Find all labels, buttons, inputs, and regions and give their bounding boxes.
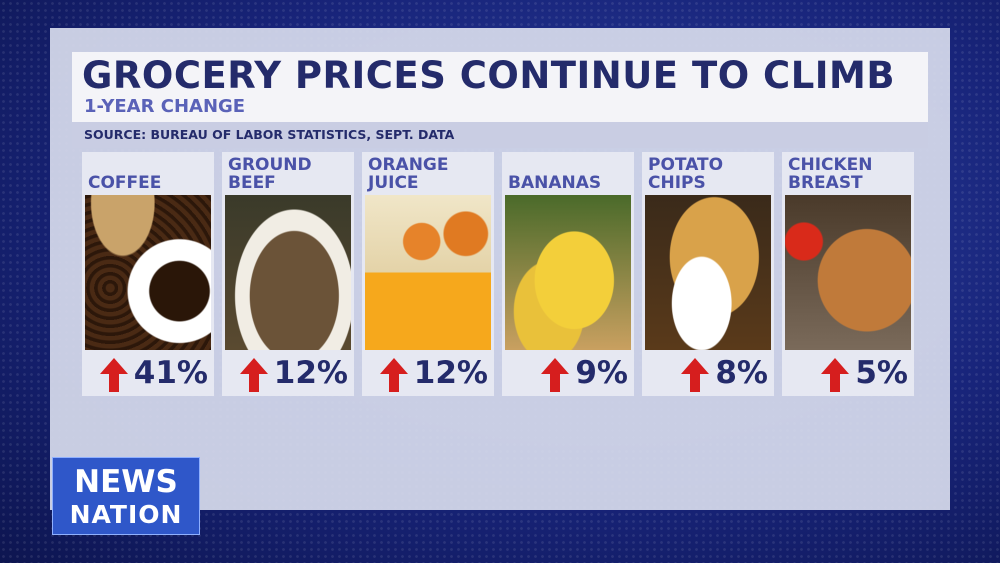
item-name-line: BANANAS xyxy=(508,173,602,193)
item-change: 8% xyxy=(715,355,768,391)
title-bar xyxy=(72,52,928,122)
item-name: CHICKEN BREAST xyxy=(788,156,873,192)
up-arrow xyxy=(99,358,128,392)
item-name-line: GROUND xyxy=(228,155,312,175)
item-change: 12% xyxy=(273,355,348,391)
card: POTATO CHIPS 8% xyxy=(642,152,774,396)
item-name-line: CHIPS xyxy=(648,173,706,193)
arrow-shape xyxy=(99,358,128,392)
item-change: 12% xyxy=(413,355,488,391)
logo-line: NATION xyxy=(69,500,183,529)
item-image xyxy=(85,195,211,350)
arrow-shape xyxy=(239,358,268,392)
item-change: 5% xyxy=(855,355,908,391)
item-image xyxy=(225,195,351,350)
item-image xyxy=(365,195,491,350)
title: GROCERY PRICES CONTINUE TO CLIMB xyxy=(82,54,896,97)
subtitle: 1-YEAR CHANGE xyxy=(84,96,246,117)
item-name: COFFEE xyxy=(88,174,161,192)
arrow-shape xyxy=(681,358,710,392)
up-arrow xyxy=(379,358,408,392)
item-name: ORANGE JUICE xyxy=(368,156,449,192)
item-image xyxy=(785,195,911,350)
card: CHICKEN BREAST 5% xyxy=(782,152,914,396)
card: BANANAS 9% xyxy=(502,152,634,396)
arrow-shape xyxy=(821,358,850,392)
item-image xyxy=(645,195,771,350)
up-arrow xyxy=(821,358,850,392)
source-bar xyxy=(72,122,928,148)
item-name-line: POTATO xyxy=(648,155,724,175)
item-name-line: JUICE xyxy=(368,173,419,193)
item-change: 41% xyxy=(133,355,208,391)
item-name: BANANAS xyxy=(508,174,601,192)
item-name: GROUND BEEF xyxy=(228,156,312,192)
item-name-line: CHICKEN xyxy=(788,155,873,175)
up-arrow xyxy=(541,358,570,392)
item-image xyxy=(505,195,631,350)
item-name-line: BEEF xyxy=(228,173,276,193)
arrow-shape xyxy=(541,358,570,392)
item-name-line: ORANGE xyxy=(368,155,449,175)
item-name: POTATO CHIPS xyxy=(648,156,723,192)
card: GROUND BEEF 12% xyxy=(222,152,354,396)
item-name-line: BREAST xyxy=(788,173,863,193)
arrow-shape xyxy=(379,358,408,392)
source: SOURCE: BUREAU OF LABOR STATISTICS, SEPT… xyxy=(84,127,455,142)
logo-line: NEWS xyxy=(74,464,178,500)
item-change: 9% xyxy=(575,355,628,391)
card: COFFEE 41% xyxy=(82,152,214,396)
card: ORANGE JUICE 12% xyxy=(362,152,494,396)
up-arrow xyxy=(239,358,268,392)
up-arrow xyxy=(681,358,710,392)
item-name-line: COFFEE xyxy=(88,173,162,193)
logo: NEWS NATION xyxy=(52,457,200,535)
